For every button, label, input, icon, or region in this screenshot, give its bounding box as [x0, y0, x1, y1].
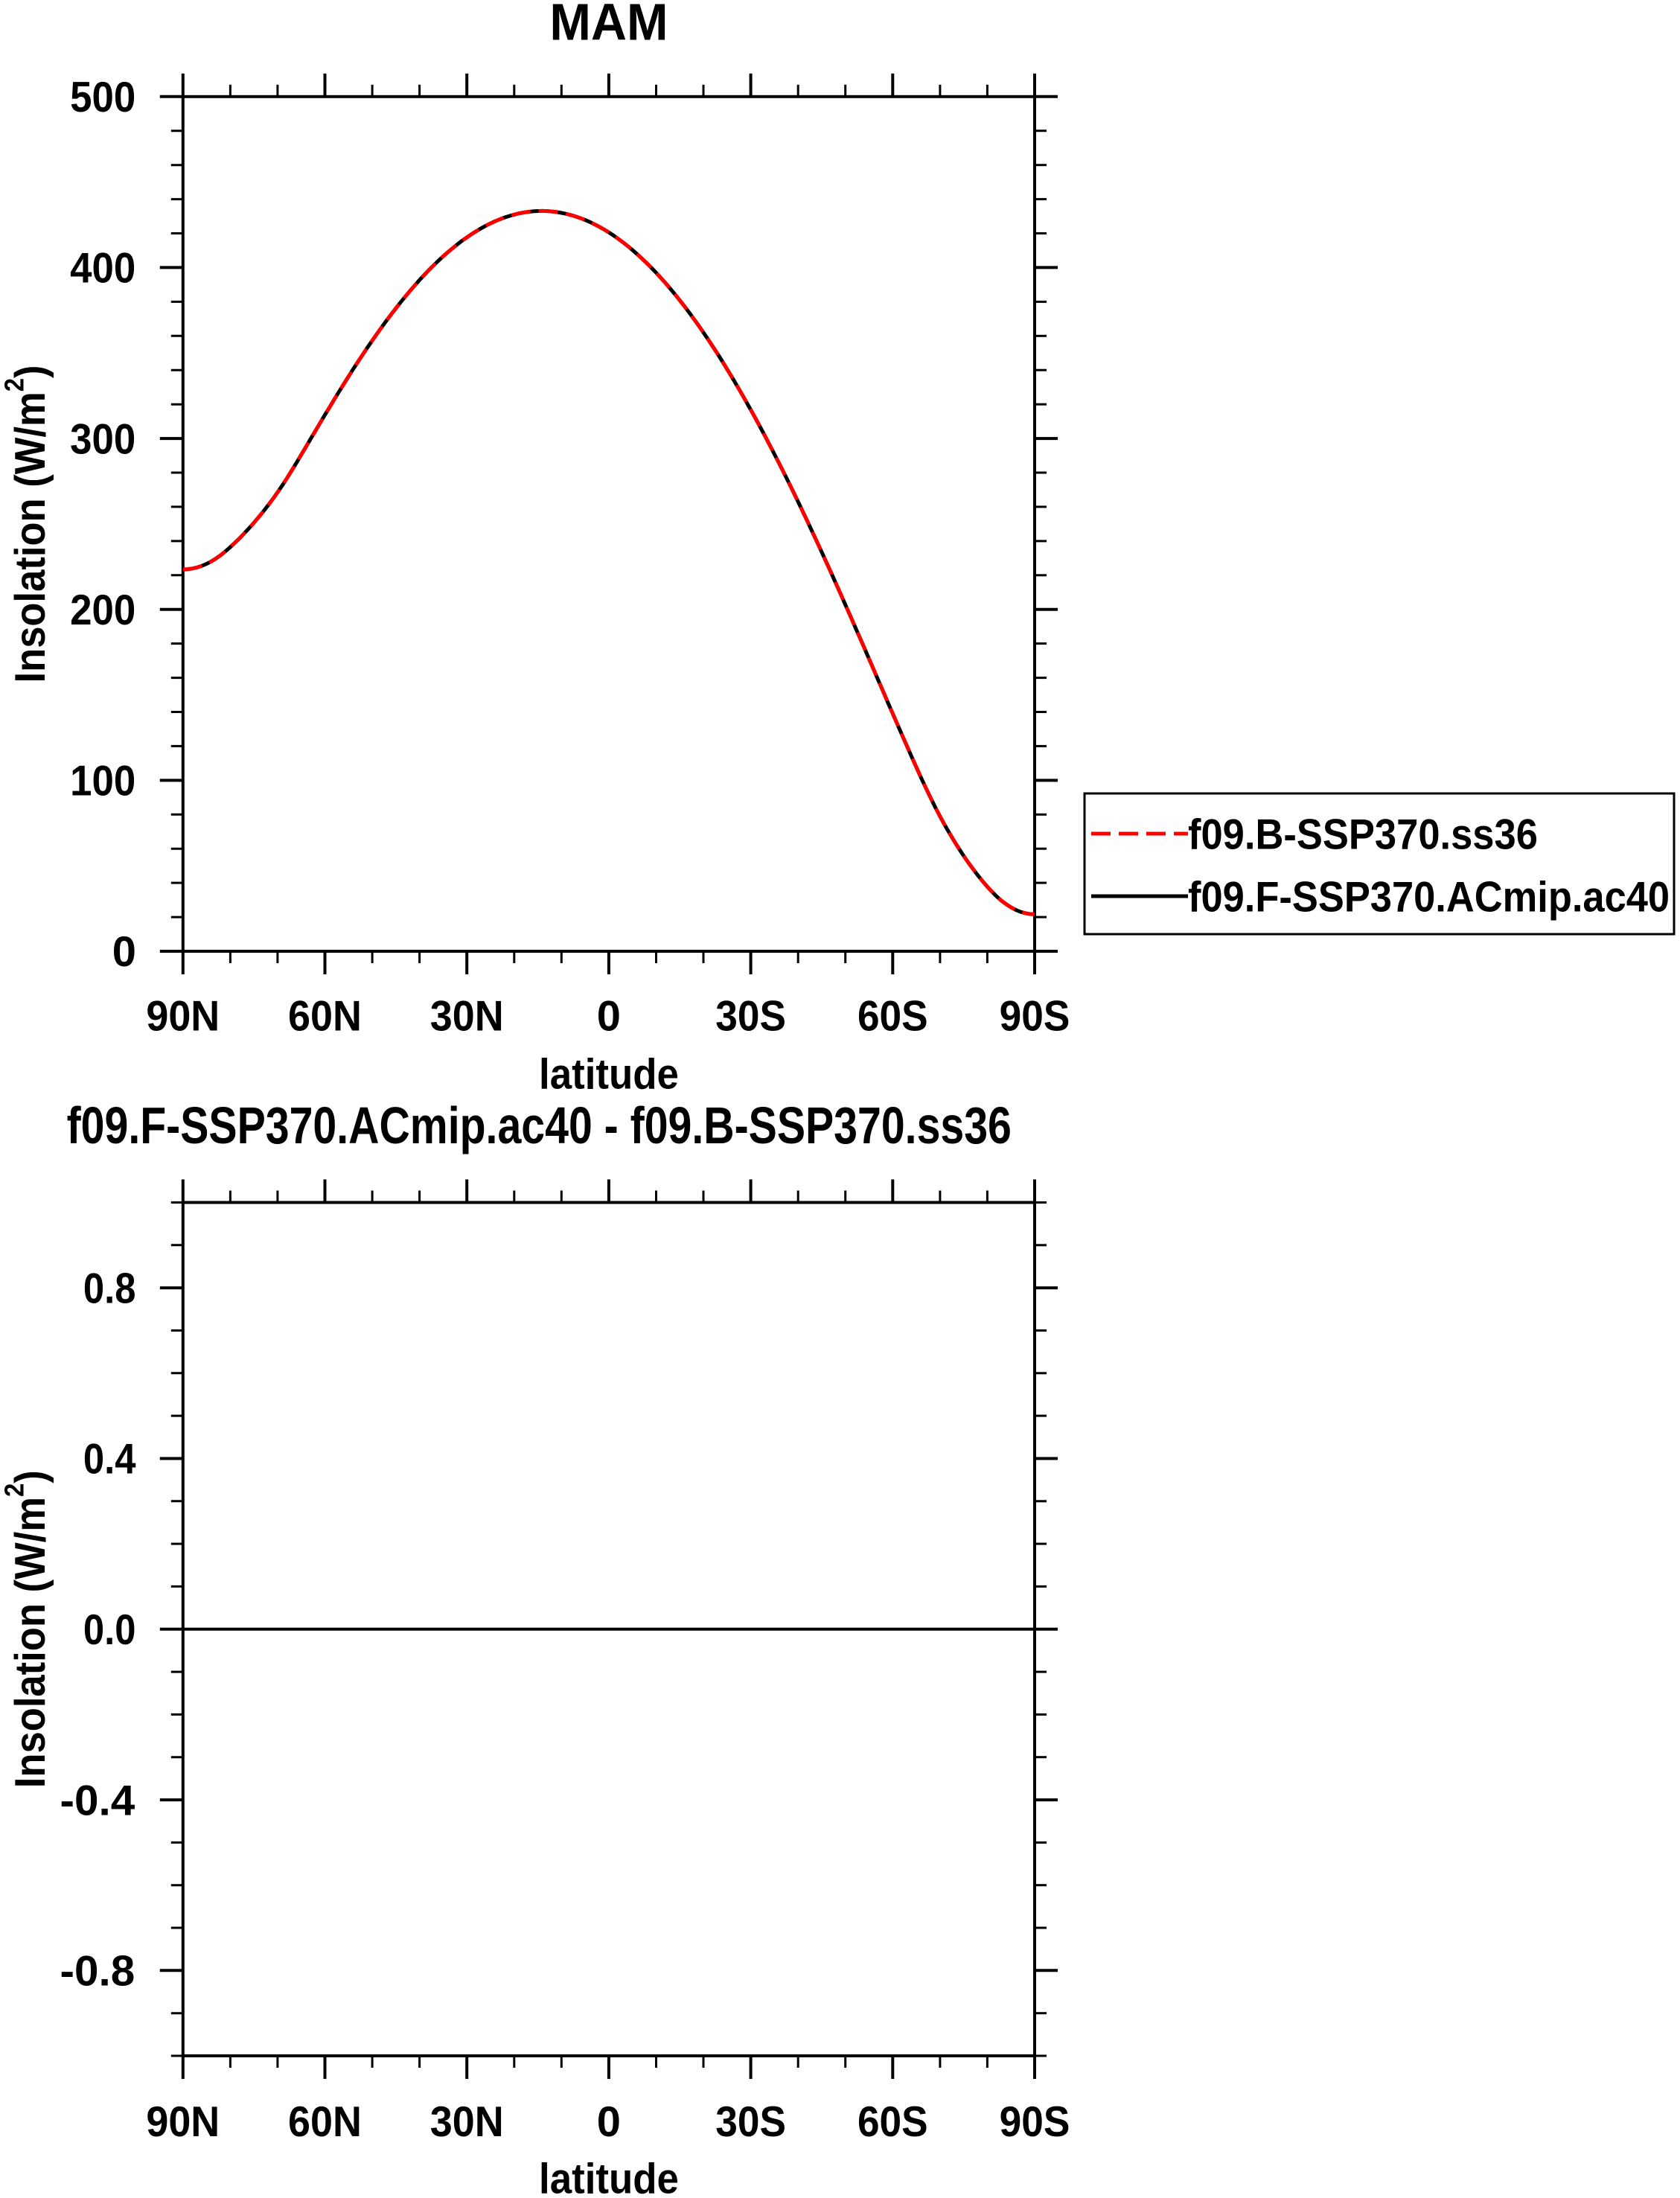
svg-text:f09.B-SSP370.ss36: f09.B-SSP370.ss36: [1188, 811, 1538, 859]
svg-text:30N: 30N: [430, 993, 504, 1041]
svg-text:60S: 60S: [857, 993, 928, 1041]
svg-text:MAM: MAM: [549, 0, 668, 51]
svg-text:400: 400: [70, 245, 135, 293]
svg-text:90S: 90S: [1000, 993, 1070, 1041]
svg-text:0: 0: [597, 993, 621, 1041]
svg-text:300: 300: [70, 415, 135, 463]
svg-text:f09.F-SSP370.ACmip.ac40 - f09.: f09.F-SSP370.ACmip.ac40 - f09.B-SSP370.s…: [67, 1096, 1012, 1154]
svg-text:200: 200: [70, 587, 135, 634]
svg-text:-0.4: -0.4: [60, 1777, 135, 1824]
svg-text:0.0: 0.0: [83, 1606, 136, 1654]
svg-text:30S: 30S: [715, 2098, 786, 2146]
svg-text:100: 100: [70, 758, 135, 805]
svg-text:60S: 60S: [857, 2098, 928, 2146]
svg-text:Insolation (W/m2): Insolation (W/m2): [0, 1470, 54, 1788]
svg-text:0.4: 0.4: [83, 1436, 136, 1483]
svg-text:-0.8: -0.8: [60, 1948, 135, 1996]
svg-text:90N: 90N: [146, 993, 220, 1041]
svg-text:60N: 60N: [288, 993, 362, 1041]
svg-text:f09.F-SSP370.ACmip.ac40: f09.F-SSP370.ACmip.ac40: [1188, 873, 1670, 921]
svg-text:0: 0: [597, 2098, 621, 2146]
svg-text:500: 500: [70, 74, 135, 121]
svg-text:latitude: latitude: [539, 2156, 679, 2198]
svg-text:90N: 90N: [146, 2098, 220, 2146]
svg-text:30N: 30N: [430, 2098, 504, 2146]
svg-text:latitude: latitude: [539, 1051, 679, 1099]
svg-text:30S: 30S: [715, 993, 786, 1041]
svg-text:0: 0: [112, 928, 136, 976]
svg-text:60N: 60N: [288, 2098, 362, 2146]
svg-text:90S: 90S: [1000, 2098, 1070, 2146]
svg-text:0.8: 0.8: [83, 1265, 136, 1312]
svg-text:Insolation (W/m2): Insolation (W/m2): [0, 365, 54, 683]
